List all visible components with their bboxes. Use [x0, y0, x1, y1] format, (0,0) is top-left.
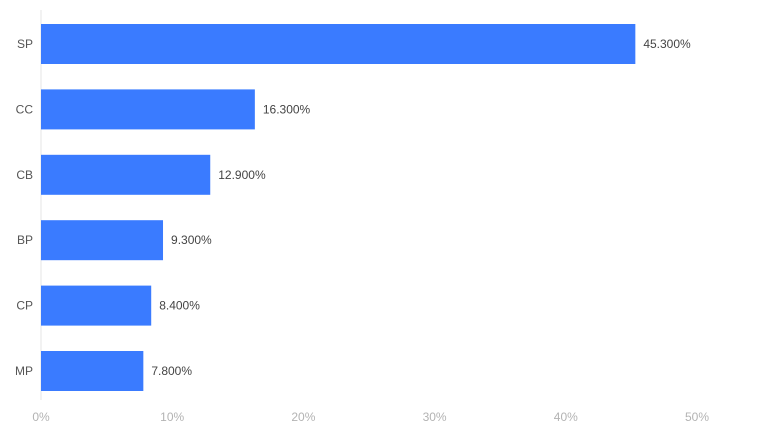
value-label-mp: 7.800%	[151, 364, 192, 378]
category-label-cp: CP	[16, 299, 33, 313]
bar-sp[interactable]	[41, 24, 636, 64]
category-label-sp: SP	[17, 37, 33, 51]
x-tick-label: 10%	[160, 410, 184, 424]
value-label-cc: 16.300%	[263, 102, 311, 116]
x-tick-label: 20%	[291, 410, 315, 424]
x-tick-label: 30%	[423, 410, 447, 424]
x-tick-label: 50%	[685, 410, 709, 424]
bar-cb[interactable]	[41, 154, 211, 195]
bar-cc[interactable]	[41, 89, 255, 130]
x-tick-labels: 0% 10% 20% 30% 40% 50%	[32, 410, 709, 424]
value-labels: 45.300% 16.300% 12.900% 9.300% 8.400% 7.800%	[151, 37, 691, 378]
bar-bp[interactable]	[41, 220, 164, 261]
bar-cp[interactable]	[41, 285, 152, 326]
category-label-cc: CC	[16, 102, 34, 116]
x-tick-label: 40%	[554, 410, 578, 424]
value-label-cb: 12.900%	[218, 168, 266, 182]
category-label-bp: BP	[17, 233, 33, 247]
category-label-cb: CB	[16, 168, 33, 182]
value-label-bp: 9.300%	[171, 233, 212, 247]
x-tick-label: 0%	[32, 410, 50, 424]
category-labels: SP CC CB BP CP MP	[15, 37, 33, 378]
bar-mp[interactable]	[41, 351, 144, 391]
category-label-mp: MP	[15, 364, 33, 378]
bars-layer	[41, 24, 636, 391]
value-label-cp: 8.400%	[159, 299, 200, 313]
value-label-sp: 45.300%	[643, 37, 691, 51]
